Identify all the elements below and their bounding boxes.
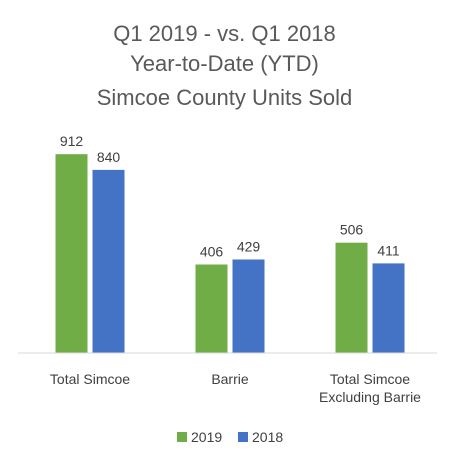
- chart-title-line-1: Q1 2019 - vs. Q1 2018: [113, 21, 336, 46]
- category-axis-labels: Total Simcoe Barrie Total Simcoe Excluding …: [50, 371, 421, 405]
- legend-label-2018: 2018: [252, 429, 283, 445]
- bar-2019-0: [55, 154, 88, 353]
- legend-swatch-2018: [238, 432, 248, 442]
- data-label-2018-1: 429: [237, 238, 261, 254]
- category-label-2-line-1: Excluding Barrie: [319, 389, 421, 405]
- bar-2019-1: [195, 264, 228, 353]
- data-label-2019-2: 506: [340, 222, 364, 238]
- legend-swatch-2019: [177, 432, 187, 442]
- legend-label-2019: 2019: [191, 429, 222, 445]
- data-label-2018-0: 840: [97, 149, 121, 165]
- bar-2018-0: [92, 169, 125, 353]
- legend: 2019 2018: [177, 429, 283, 445]
- category-label-0-line-0: Total Simcoe: [50, 371, 130, 387]
- bar-2019-2: [335, 242, 368, 353]
- bar-2018-2: [372, 263, 405, 353]
- data-label-2019-1: 406: [200, 243, 224, 259]
- category-label-1-line-0: Barrie: [211, 371, 249, 387]
- plot-area: 912 840 406 429 506 411: [55, 133, 405, 353]
- category-label-2-line-0: Total Simcoe: [330, 371, 410, 387]
- chart-title-line-2: Year-to-Date (YTD): [130, 51, 319, 76]
- data-label-2018-2: 411: [377, 242, 400, 258]
- chart-title: Q1 2019 - vs. Q1 2018 Year-to-Date (YTD)…: [97, 21, 353, 110]
- chart-title-line-3: Simcoe County Units Sold: [97, 85, 353, 110]
- data-label-2019-0: 912: [60, 133, 84, 149]
- bar-2018-1: [232, 259, 265, 353]
